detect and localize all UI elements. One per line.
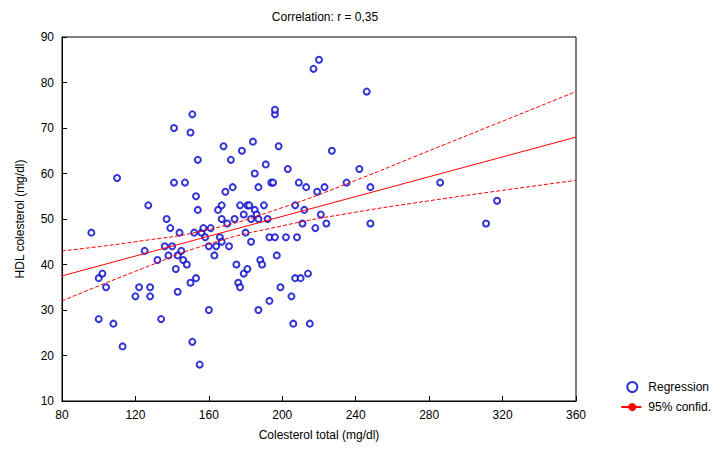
svg-text:160: 160 bbox=[199, 408, 219, 422]
svg-text:20: 20 bbox=[41, 349, 55, 363]
svg-text:280: 280 bbox=[419, 408, 439, 422]
svg-text:320: 320 bbox=[493, 408, 513, 422]
svg-text:10: 10 bbox=[41, 394, 55, 408]
svg-text:200: 200 bbox=[272, 408, 292, 422]
svg-text:Correlation: r = 0,35: Correlation: r = 0,35 bbox=[272, 10, 379, 24]
svg-text:360: 360 bbox=[566, 408, 586, 422]
svg-text:120: 120 bbox=[125, 408, 145, 422]
svg-text:95% confid.: 95% confid. bbox=[648, 400, 711, 414]
svg-text:50: 50 bbox=[41, 212, 55, 226]
svg-text:80: 80 bbox=[41, 76, 55, 90]
svg-text:40: 40 bbox=[41, 258, 55, 272]
svg-text:Regression: Regression bbox=[648, 380, 709, 394]
svg-text:HDL colesterol (mg/dl): HDL colesterol (mg/dl) bbox=[13, 160, 27, 279]
svg-text:90: 90 bbox=[41, 30, 55, 44]
svg-text:80: 80 bbox=[55, 408, 69, 422]
svg-text:70: 70 bbox=[41, 121, 55, 135]
svg-text:Colesterol total (mg/dl): Colesterol total (mg/dl) bbox=[259, 428, 380, 442]
svg-text:240: 240 bbox=[346, 408, 366, 422]
svg-text:60: 60 bbox=[41, 167, 55, 181]
svg-text:30: 30 bbox=[41, 303, 55, 317]
